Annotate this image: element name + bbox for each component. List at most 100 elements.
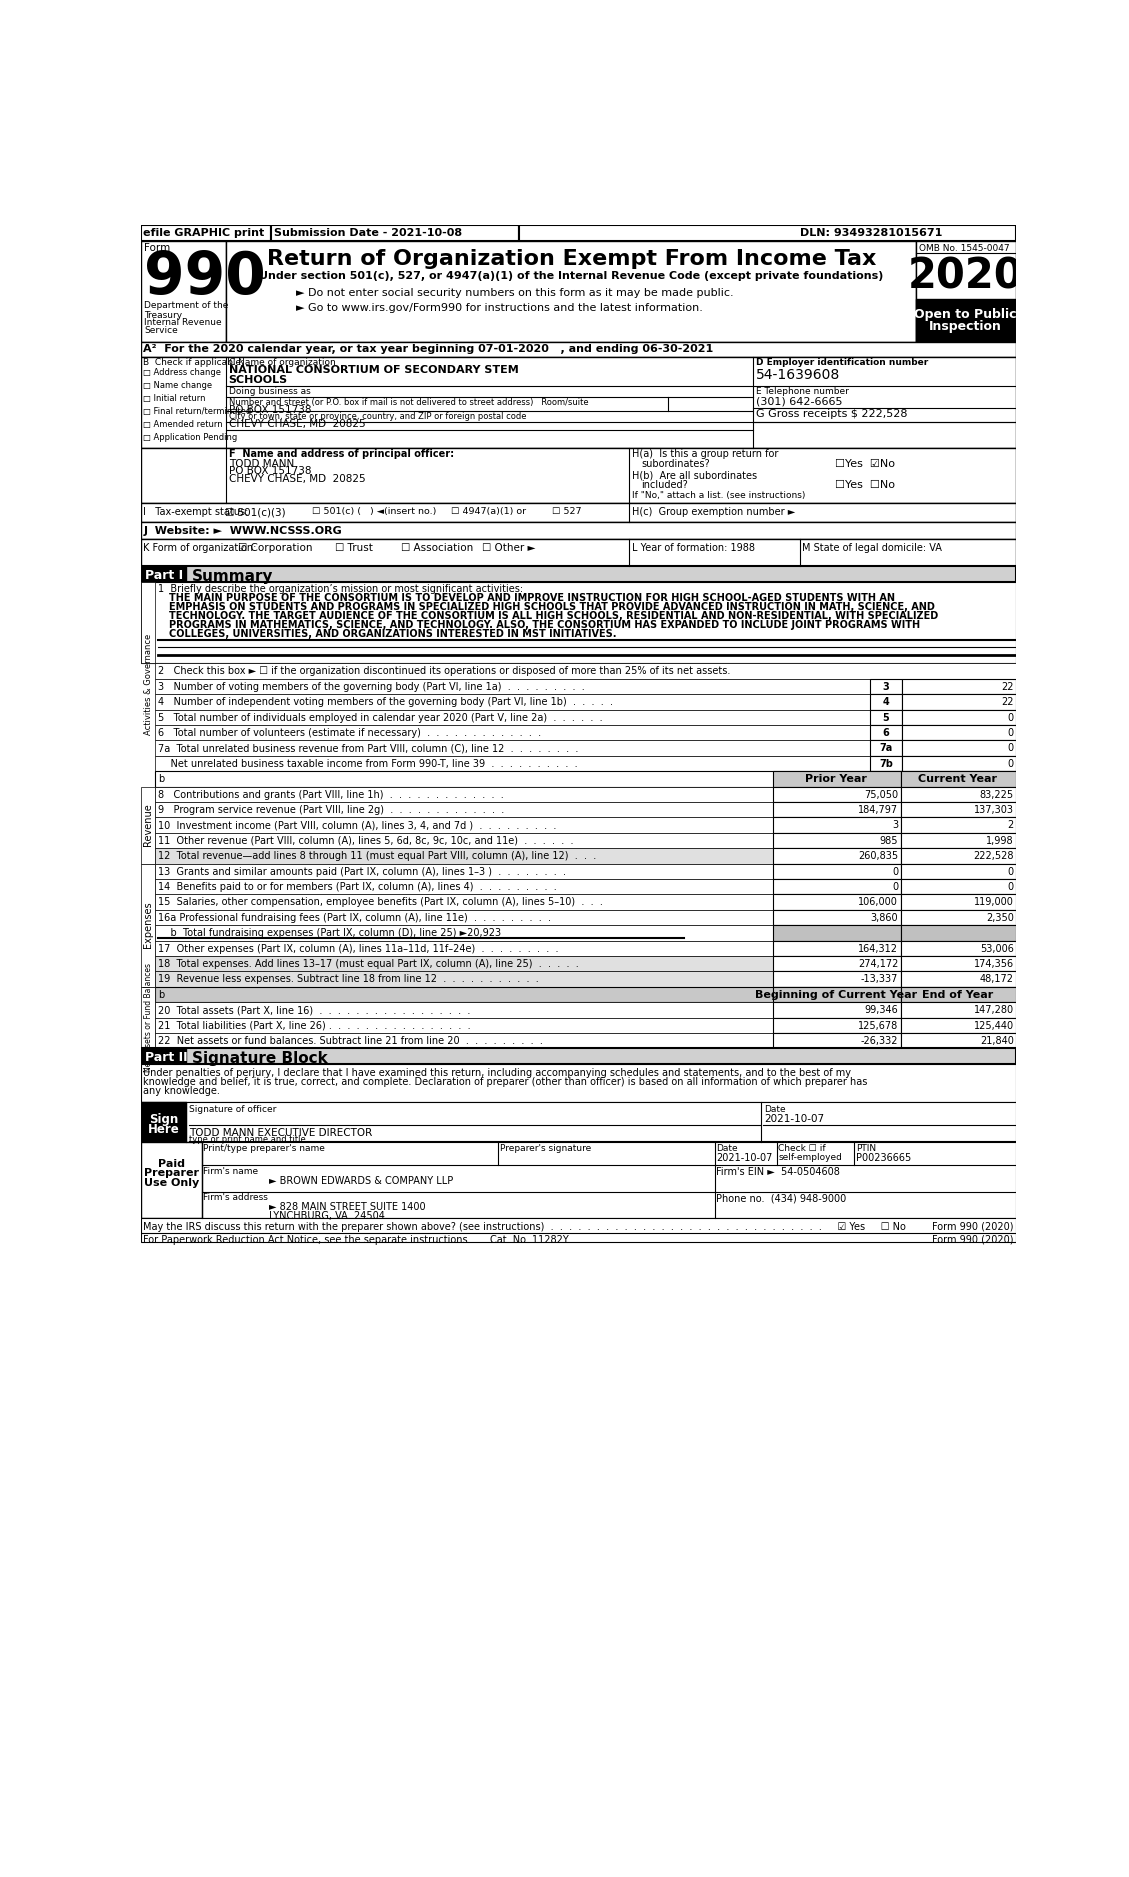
Text: Department of the: Department of the xyxy=(145,302,228,310)
Bar xyxy=(155,725,1016,740)
Bar xyxy=(901,801,1016,816)
Text: 3: 3 xyxy=(892,820,899,830)
Text: 147,280: 147,280 xyxy=(973,1006,1014,1015)
Bar xyxy=(901,940,1016,955)
Bar xyxy=(772,955,901,972)
Bar xyxy=(141,1102,186,1143)
Text: Prior Year: Prior Year xyxy=(805,773,867,785)
Text: P00236665: P00236665 xyxy=(856,1152,911,1164)
Bar xyxy=(141,1049,1016,1064)
Text: 164,312: 164,312 xyxy=(858,944,899,954)
Text: any knowledge.: any knowledge. xyxy=(143,1087,220,1096)
Bar xyxy=(155,910,1016,925)
Text: A²  For the 2020 calendar year, or tax year beginning 07-01-2020   , and ending : A² For the 2020 calendar year, or tax ye… xyxy=(143,343,714,355)
Text: Activities & Governance: Activities & Governance xyxy=(143,634,152,734)
Bar xyxy=(772,833,901,848)
Bar xyxy=(155,786,1016,801)
Text: LYNCHBURG, VA  24504: LYNCHBURG, VA 24504 xyxy=(269,1211,385,1220)
Bar xyxy=(901,910,1016,925)
Bar xyxy=(772,878,901,893)
Text: Expenses: Expenses xyxy=(143,901,154,948)
Text: □ Initial return: □ Initial return xyxy=(143,394,205,404)
Text: PROGRAMS IN MATHEMATICS, SCIENCE, AND TECHNOLOGY. ALSO, THE CONSORTIUM HAS EXPAN: PROGRAMS IN MATHEMATICS, SCIENCE, AND TE… xyxy=(169,619,920,631)
Text: 75,050: 75,050 xyxy=(864,790,899,800)
Text: 0: 0 xyxy=(1008,758,1014,770)
Text: 15  Salaries, other compensation, employee benefits (Part IX, column (A), lines : 15 Salaries, other compensation, employe… xyxy=(158,897,603,907)
Text: 125,440: 125,440 xyxy=(973,1021,1014,1030)
Bar xyxy=(141,863,155,987)
Text: Under penalties of perjury, I declare that I have examined this return, includin: Under penalties of perjury, I declare th… xyxy=(143,1068,851,1077)
Bar xyxy=(772,848,901,863)
Bar xyxy=(155,955,1016,972)
Text: b: b xyxy=(158,989,165,1000)
Bar xyxy=(155,863,1016,878)
Text: 119,000: 119,000 xyxy=(974,897,1014,907)
Text: TECHNOLOGY. THE TARGET AUDIENCE OF THE CONSORTIUM IS ALL HIGH SCHOOLS, RESIDENTI: TECHNOLOGY. THE TARGET AUDIENCE OF THE C… xyxy=(169,612,938,621)
Bar xyxy=(141,342,1016,357)
Bar xyxy=(155,972,1016,987)
Text: □ Address change: □ Address change xyxy=(143,368,221,377)
Text: 2021-10-07: 2021-10-07 xyxy=(716,1152,772,1164)
Text: ☐ Other ►: ☐ Other ► xyxy=(482,542,535,554)
Bar xyxy=(869,679,902,694)
Text: Date: Date xyxy=(764,1104,786,1113)
Bar xyxy=(772,893,901,910)
Text: 174,356: 174,356 xyxy=(973,959,1014,969)
Bar xyxy=(901,955,1016,972)
Text: -13,337: -13,337 xyxy=(861,974,899,984)
Text: ► 828 MAIN STREET SUITE 1400: ► 828 MAIN STREET SUITE 1400 xyxy=(269,1203,426,1213)
Text: efile GRAPHIC print: efile GRAPHIC print xyxy=(143,229,264,238)
Text: 2   Check this box ► ☐ if the organization discontinued its operations or dispos: 2 Check this box ► ☐ if the organization… xyxy=(158,666,730,676)
Text: 7b: 7b xyxy=(879,758,893,770)
Bar xyxy=(155,987,1016,1002)
Text: subordinates?: subordinates? xyxy=(641,458,710,469)
Bar xyxy=(155,801,1016,816)
Text: Doing business as: Doing business as xyxy=(229,387,310,396)
Bar xyxy=(772,940,901,955)
Text: 260,835: 260,835 xyxy=(858,852,899,862)
Text: 4   Number of independent voting members of the governing body (Part VI, line 1b: 4 Number of independent voting members o… xyxy=(158,696,613,708)
Bar xyxy=(902,756,1016,771)
Text: □ Name change: □ Name change xyxy=(143,381,212,390)
Text: CHEVY CHASE, MD  20825: CHEVY CHASE, MD 20825 xyxy=(229,475,366,484)
Bar xyxy=(141,225,271,242)
Text: 2,350: 2,350 xyxy=(986,912,1014,923)
Bar xyxy=(901,987,1016,1002)
Bar xyxy=(772,1002,901,1017)
Text: Signature Block: Signature Block xyxy=(192,1051,329,1066)
Text: Form: Form xyxy=(145,242,170,253)
Text: OMB No. 1545-0047: OMB No. 1545-0047 xyxy=(919,244,1009,253)
Bar xyxy=(155,1002,1016,1017)
Text: 0: 0 xyxy=(1008,728,1014,738)
Text: ► BROWN EDWARDS & COMPANY LLP: ► BROWN EDWARDS & COMPANY LLP xyxy=(269,1177,453,1186)
Text: 9   Program service revenue (Part VIII, line 2g)  .  .  .  .  .  .  .  .  .  .  : 9 Program service revenue (Part VIII, li… xyxy=(158,805,505,815)
Text: Net unrelated business taxable income from Form 990-T, line 39  .  .  .  .  .  .: Net unrelated business taxable income fr… xyxy=(158,758,578,770)
Text: NATIONAL CONSORTIUM OF SECONDARY STEM: NATIONAL CONSORTIUM OF SECONDARY STEM xyxy=(229,366,518,375)
Text: ☐ 527: ☐ 527 xyxy=(552,507,581,516)
Text: 0: 0 xyxy=(1008,743,1014,753)
Text: 10  Investment income (Part VIII, column (A), lines 3, 4, and 7d )  .  .  .  .  : 10 Investment income (Part VIII, column … xyxy=(158,820,557,830)
Text: ☐Yes  ☐No: ☐Yes ☐No xyxy=(834,481,895,490)
Text: Part II: Part II xyxy=(145,1051,187,1064)
Bar xyxy=(869,725,902,740)
Bar xyxy=(141,582,155,663)
Text: J  Website: ►  WWW.NCSSS.ORG: J Website: ► WWW.NCSSS.ORG xyxy=(143,526,342,535)
Bar xyxy=(901,848,1016,863)
Text: 985: 985 xyxy=(879,835,899,847)
Text: Part I: Part I xyxy=(145,569,183,582)
Text: □ Application Pending: □ Application Pending xyxy=(143,434,238,443)
Bar xyxy=(772,863,901,878)
Text: End of Year: End of Year xyxy=(922,989,994,1000)
Text: For Paperwork Reduction Act Notice, see the separate instructions.: For Paperwork Reduction Act Notice, see … xyxy=(143,1235,471,1244)
Text: ► Go to www.irs.gov/Form990 for instructions and the latest information.: ► Go to www.irs.gov/Form990 for instruct… xyxy=(296,302,703,313)
Text: (301) 642-6665: (301) 642-6665 xyxy=(755,396,842,405)
Bar xyxy=(869,740,902,756)
Text: Current Year: Current Year xyxy=(919,773,998,785)
Bar xyxy=(155,663,1016,679)
Text: Form 990 (2020): Form 990 (2020) xyxy=(933,1222,1014,1231)
Text: 54-1639608: 54-1639608 xyxy=(755,368,840,381)
Bar xyxy=(155,679,1016,694)
Bar xyxy=(155,1017,1016,1032)
Bar xyxy=(901,863,1016,878)
Text: 0: 0 xyxy=(1008,867,1014,877)
